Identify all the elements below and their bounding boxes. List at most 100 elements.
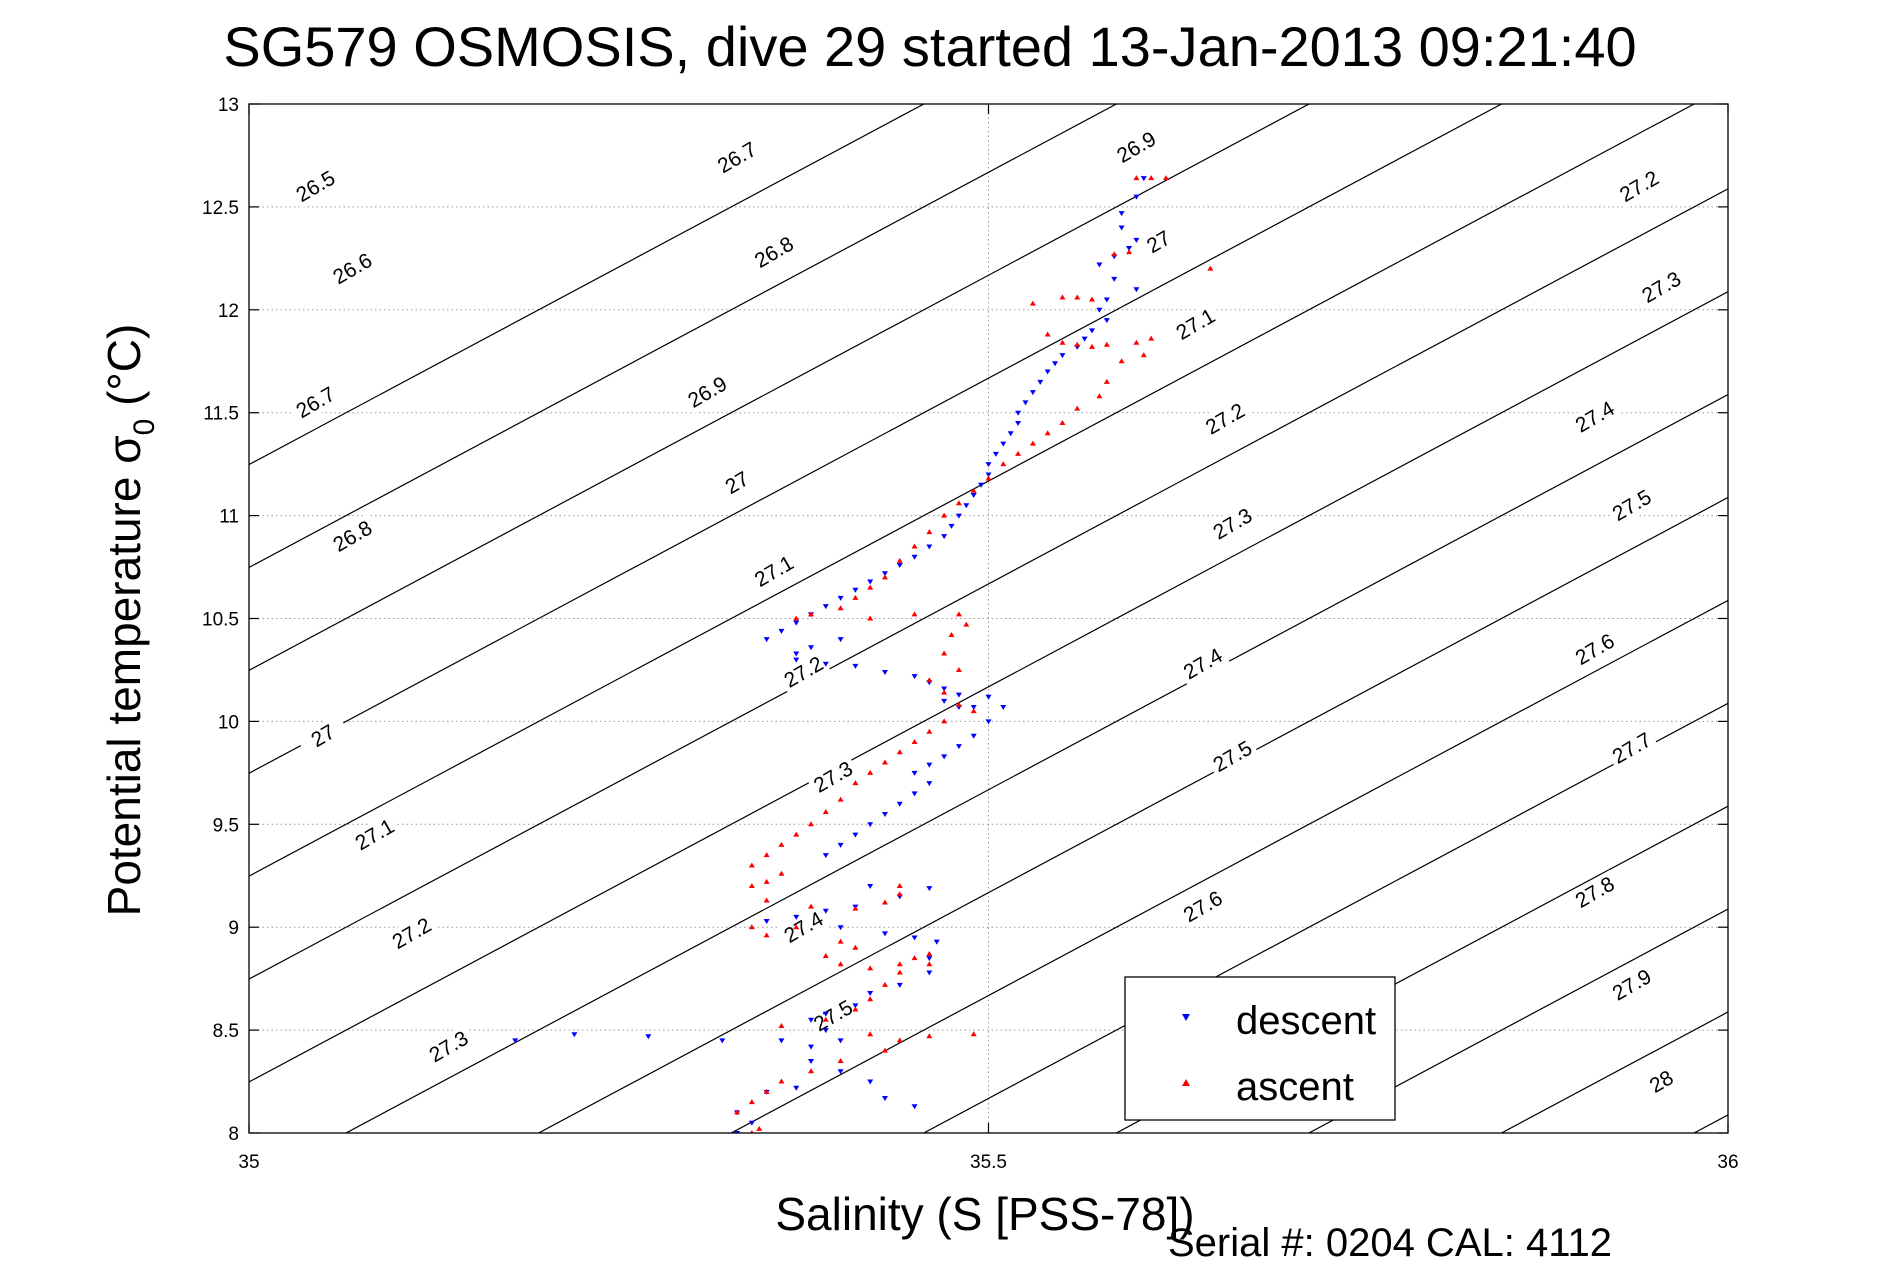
density-contour-line bbox=[249, 104, 1503, 774]
y-axis-label: Potential temperature σ0 (°C) bbox=[98, 324, 161, 917]
contour-label-background bbox=[288, 163, 343, 209]
data-point-descent bbox=[1052, 361, 1059, 367]
data-point-ascent bbox=[808, 903, 815, 909]
data-point-ascent bbox=[763, 1088, 770, 1094]
data-point-descent bbox=[808, 645, 815, 651]
data-point-ascent bbox=[1148, 335, 1155, 341]
data-point-ascent bbox=[963, 621, 970, 627]
data-point-descent bbox=[808, 1017, 815, 1023]
data-point-descent bbox=[1133, 194, 1140, 200]
contour-label-background bbox=[1634, 264, 1689, 310]
data-point-ascent bbox=[926, 728, 933, 734]
data-point-descent bbox=[867, 822, 874, 828]
data-point-ascent bbox=[1111, 251, 1118, 257]
legend-ascent-label: ascent bbox=[1236, 1065, 1354, 1109]
data-point-descent bbox=[948, 523, 955, 529]
data-point-descent bbox=[933, 939, 940, 945]
data-point-ascent bbox=[970, 708, 977, 714]
data-point-descent bbox=[1133, 287, 1140, 293]
data-point-ascent bbox=[793, 831, 800, 837]
contour-label-background bbox=[325, 246, 380, 292]
data-point-ascent bbox=[822, 953, 829, 959]
density-contour-line bbox=[537, 496, 1728, 1133]
data-point-ascent bbox=[763, 897, 770, 903]
data-point-ascent bbox=[1126, 249, 1133, 255]
data-point-descent bbox=[911, 554, 918, 560]
y-tick-label: 9 bbox=[228, 918, 239, 939]
data-point-ascent bbox=[778, 1022, 785, 1028]
data-point-ascent bbox=[852, 905, 859, 911]
density-contours bbox=[249, 104, 1728, 1133]
contour-label-background bbox=[421, 1024, 476, 1069]
density-contour-line bbox=[249, 291, 1728, 1083]
contour-label-background bbox=[1568, 394, 1622, 440]
contour-label-background bbox=[1198, 396, 1252, 442]
data-point-ascent bbox=[822, 808, 829, 814]
data-point-descent bbox=[881, 571, 888, 577]
data-point-ascent bbox=[896, 557, 903, 563]
contour-label-background bbox=[680, 369, 735, 415]
data-point-ascent bbox=[1074, 341, 1081, 347]
density-contour-line bbox=[249, 188, 1728, 980]
data-point-descent bbox=[1007, 431, 1014, 437]
contour-label-background bbox=[347, 812, 402, 857]
data-point-ascent bbox=[763, 932, 770, 938]
data-point-ascent bbox=[837, 796, 844, 802]
data-point-ascent bbox=[881, 574, 888, 580]
data-point-descent bbox=[793, 620, 800, 626]
x-axis-label: Salinity (S [PSS-78]) bbox=[775, 1188, 1194, 1240]
data-point-ascent bbox=[881, 759, 888, 765]
data-point-ascent bbox=[852, 1006, 859, 1012]
data-point-ascent bbox=[867, 996, 874, 1002]
data-point-ascent bbox=[896, 961, 903, 967]
data-point-ascent bbox=[911, 738, 918, 744]
data-point-descent bbox=[1081, 336, 1088, 342]
data-point-descent bbox=[719, 1038, 726, 1044]
contour-label-background bbox=[747, 548, 801, 594]
data-point-ascent bbox=[822, 1016, 829, 1022]
data-point-ascent bbox=[748, 883, 755, 889]
contour-label-background bbox=[1568, 626, 1622, 672]
data-point-descent bbox=[852, 832, 859, 838]
data-point-descent bbox=[1118, 225, 1125, 231]
data-point-ascent bbox=[852, 944, 859, 950]
data-point-ascent bbox=[837, 605, 844, 611]
data-point-descent bbox=[748, 1120, 755, 1126]
data-point-ascent bbox=[926, 1033, 933, 1039]
data-point-descent bbox=[837, 1038, 844, 1044]
data-point-descent bbox=[512, 1038, 519, 1044]
contour-label-background bbox=[1612, 163, 1667, 209]
data-point-descent bbox=[852, 663, 859, 669]
data-point-ascent bbox=[1118, 358, 1125, 364]
data-point-descent bbox=[1059, 353, 1066, 359]
data-point-descent bbox=[1096, 262, 1103, 268]
x-tick-label: 35.5 bbox=[970, 1152, 1007, 1173]
data-point-descent bbox=[867, 991, 874, 997]
data-point-ascent bbox=[1044, 430, 1051, 436]
data-point-descent bbox=[1015, 420, 1022, 426]
data-point-descent bbox=[911, 935, 918, 941]
data-point-ascent bbox=[955, 701, 962, 707]
data-point-ascent bbox=[1096, 393, 1103, 399]
data-point-descent bbox=[822, 908, 829, 914]
data-point-ascent bbox=[756, 1125, 763, 1131]
data-point-ascent bbox=[970, 487, 977, 493]
contour-label-background bbox=[1605, 725, 1659, 771]
data-point-descent bbox=[963, 503, 970, 509]
y-tick-label: 10.5 bbox=[202, 610, 239, 631]
contour-label-background bbox=[806, 754, 860, 800]
data-point-descent bbox=[926, 970, 933, 976]
data-point-ascent bbox=[1059, 419, 1066, 425]
contour-label-background bbox=[1205, 733, 1260, 779]
data-point-ascent bbox=[881, 981, 888, 987]
data-point-ascent bbox=[970, 1031, 977, 1037]
data-point-descent bbox=[881, 931, 888, 937]
data-point-descent bbox=[822, 1028, 829, 1034]
data-point-ascent bbox=[911, 955, 918, 961]
data-point-ascent bbox=[948, 631, 955, 637]
y-tick-label: 13 bbox=[218, 95, 239, 116]
data-point-descent bbox=[852, 587, 859, 593]
data-point-descent bbox=[867, 1079, 874, 1085]
y-axis-label-unit: (°C) bbox=[98, 324, 150, 419]
